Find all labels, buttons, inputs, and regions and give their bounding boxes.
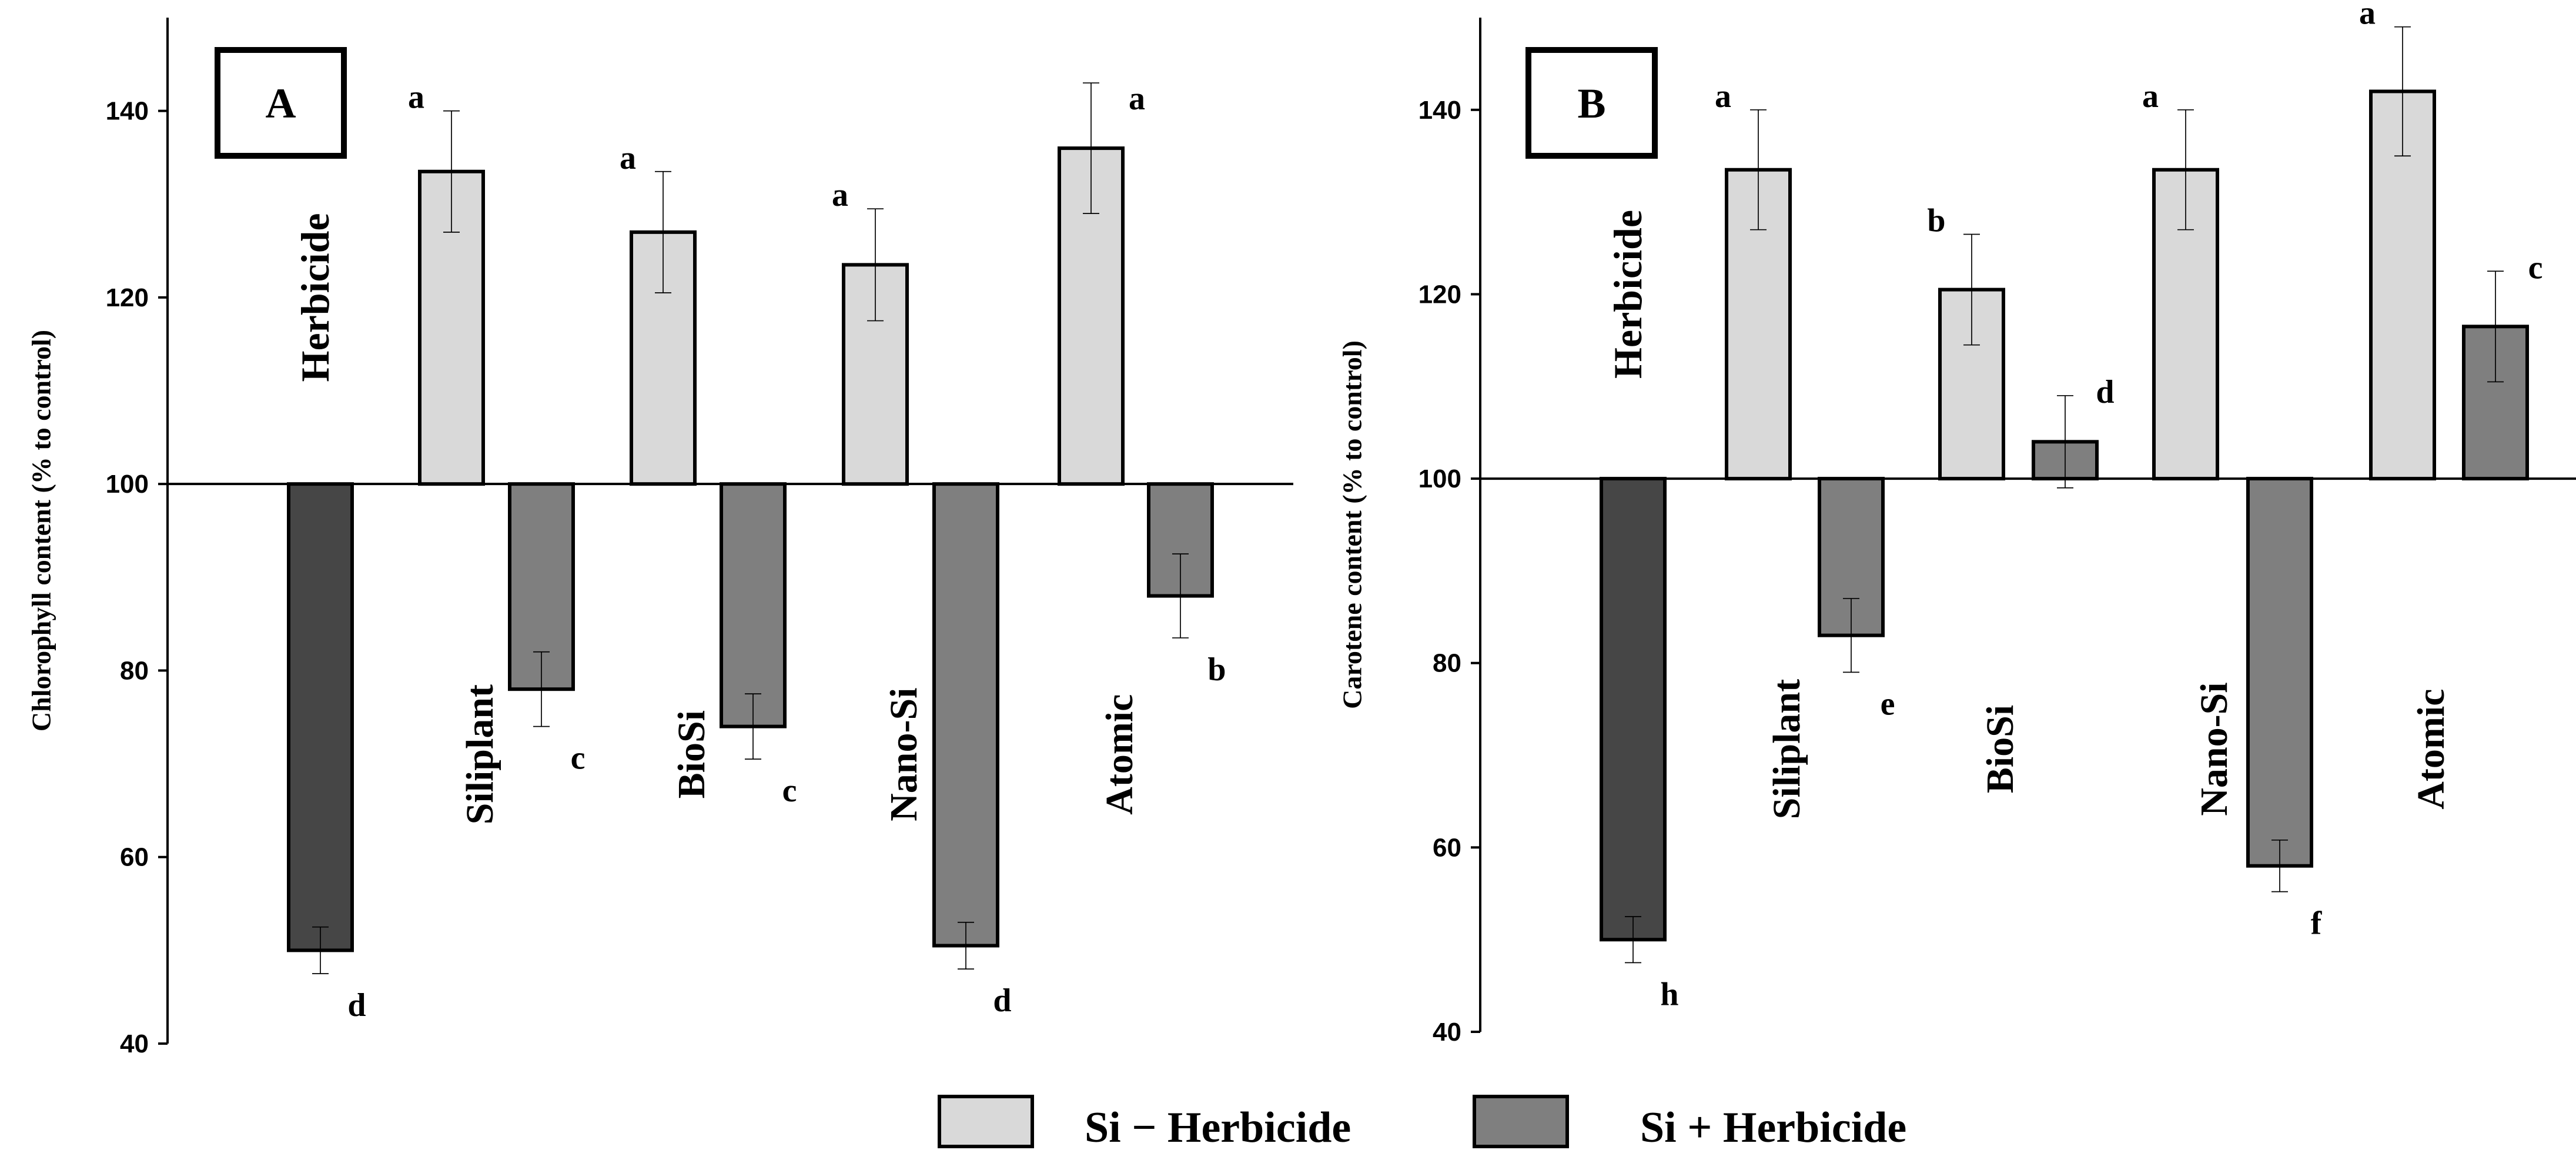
y-tick-label: 60 [1433,833,1461,862]
panel-a: 40 60 80 100 120 140 Chlorophyll content (% to… [26,18,1293,1058]
si-minus-0-significance-letter: a [1715,78,1731,115]
si-plus-1-significance-letter: c [782,773,797,809]
panel-label-box [1525,47,1658,159]
si-minus-1-significance-letter: a [620,140,636,176]
si-plus-2-bar [2246,477,2313,868]
group-label-nano-si: Nano-Si [2193,682,2236,815]
si-plus-2-bar [932,482,999,948]
y-axis-label: Chlorophyll content (% to control) [26,330,56,731]
herbicide-significance-letter: d [347,987,366,1024]
y-tick-label: 140 [1419,96,1461,125]
group-label-biosi: BioSi [1979,705,2022,793]
legend-swatch-0 [938,1095,1034,1148]
si-minus-1-significance-letter: b [1927,203,1945,239]
y-tick-label: 120 [1419,280,1461,309]
si-plus-3-significance-letter: b [1207,651,1226,688]
y-tick-label: 60 [120,843,149,872]
y-tick-label: 100 [1419,464,1461,493]
si-plus-2-significance-letter: f [2311,905,2323,942]
group-label-biosi: BioSi [670,710,713,798]
herbicide-significance-letter: h [1660,976,1678,1012]
panel-label: A [266,80,296,127]
panel-label: B [1577,80,1605,127]
si-minus-2-significance-letter: a [832,177,848,213]
legend-swatch-1 [1473,1095,1569,1148]
y-tick-label: 40 [1433,1018,1461,1047]
y-tick-label: 40 [120,1029,149,1058]
si-minus-3-significance-letter: a [2359,0,2376,32]
group-label-siliplant: Siliplant [1765,679,1808,819]
legend: Si − Herbicide Si + Herbicide [938,1095,1906,1152]
herbicide-label: Herbicide [1605,210,1650,379]
group-label-nano-si: Nano-Si [882,687,925,821]
y-tick-label: 120 [106,283,149,312]
legend-label-0: Si − Herbicide [1085,1104,1351,1152]
panel-b: 40 60 80 100 120 140 Carotene content (% to co… [1337,0,2576,1047]
herbicide-bar [287,482,354,952]
si-minus-3-significance-letter: a [1129,81,1145,117]
si-minus-0-significance-letter: a [408,79,424,116]
si-plus-1-significance-letter: d [2096,374,2114,410]
y-tick-label: 80 [120,656,149,685]
si-plus-1-bar [720,482,787,728]
si-plus-3-significance-letter: c [2528,249,2543,286]
group-label-atomic: Atomic [2410,688,2453,809]
y-tick-label: 140 [106,97,149,126]
y-tick-label: 80 [1433,649,1461,678]
herbicide-bar [1600,477,1667,942]
panel-label-box [215,47,347,159]
group-label-atomic: Atomic [1098,694,1141,815]
legend-label-1: Si + Herbicide [1640,1104,1906,1152]
si-plus-0-significance-letter: e [1881,686,1895,722]
y-tick-label: 100 [106,470,149,499]
herbicide-label: Herbicide [293,213,337,382]
y-axis-label: Carotene content (% to control) [1337,340,1367,709]
si-plus-0-significance-letter: c [571,740,586,777]
si-plus-2-significance-letter: d [993,982,1011,1019]
group-label-siliplant: Siliplant [459,684,501,824]
si-minus-2-significance-letter: a [2142,78,2159,115]
